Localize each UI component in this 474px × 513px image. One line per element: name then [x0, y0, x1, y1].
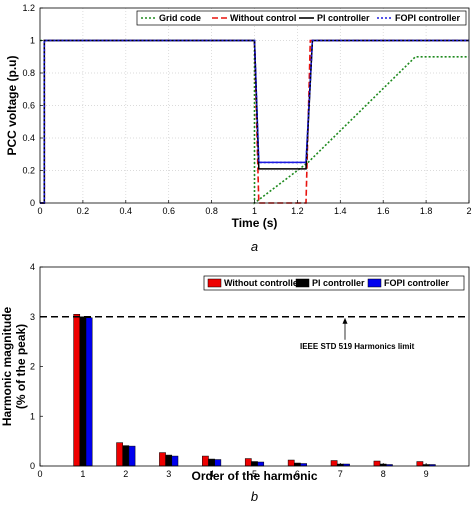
x-axis-label: Order of the harmonic [191, 469, 317, 483]
bar [214, 459, 222, 467]
y-tick-label: 0.2 [22, 166, 35, 176]
bar [79, 316, 87, 467]
harmonic-bar-chart: IEEE STD 519 Harmonics limit 0 1 2 3 4 5 6 7 8 9 0 1… [0, 262, 470, 504]
y-tick-label: 1 [30, 36, 35, 46]
y-tick-label: 1 [30, 411, 35, 421]
x-tick-label: 9 [424, 469, 429, 479]
bar [416, 461, 424, 467]
legend-label: PI controller [317, 13, 370, 23]
x-tick-label: 0 [37, 206, 42, 216]
x-tick-label: 0.2 [77, 206, 90, 216]
x-axis-label: Time (s) [232, 216, 278, 230]
x-tick-label: 2 [123, 469, 128, 479]
annotation-arrowhead [342, 317, 348, 324]
legend-swatch [207, 278, 222, 288]
pcc-voltage-chart: 0 0.2 0.4 0.6 0.8 1 1.2 1.4 1.6 1.8 2 0 0.2 0.4 0.6 0.8… [5, 3, 472, 254]
figure-caption-a: a [251, 239, 258, 254]
x-tick-label: 4 [209, 469, 214, 479]
bar [159, 452, 166, 467]
bar [330, 460, 338, 467]
x-tick-label: 1.4 [334, 206, 347, 216]
y-axis-label-units: (% of the peak) [14, 324, 28, 409]
x-tick-label: 6 [295, 469, 300, 479]
x-tick-label: 0.6 [162, 206, 175, 216]
series-line-fopi-controller [40, 39, 469, 204]
legend-label: FOPI controller [395, 13, 461, 23]
legend: Without controller PI controller FOPI cont… [203, 275, 465, 291]
legend-label: Grid code [159, 13, 201, 23]
x-tick-label: 1 [252, 206, 257, 216]
y-tick-label: 2 [30, 362, 35, 372]
x-tick-label: 1.6 [377, 206, 390, 216]
legend-swatch [295, 278, 310, 288]
y-axis-label: PCC voltage (p.u) [5, 55, 19, 155]
bar [122, 445, 130, 467]
reference-line-label: IEEE STD 519 Harmonics limit [300, 342, 415, 351]
bar [85, 317, 93, 467]
bar [171, 455, 179, 467]
x-tick-label: 1.8 [420, 206, 433, 216]
legend-box [203, 275, 465, 291]
bar [244, 458, 252, 467]
bar [287, 459, 295, 467]
bar [257, 461, 265, 467]
legend-label: Without control [230, 13, 296, 23]
y-tick-label: 4 [30, 262, 35, 272]
bar [116, 442, 123, 467]
bar [128, 445, 136, 467]
y-tick-label: 1.2 [22, 3, 35, 13]
x-tick-label: 0.4 [120, 206, 133, 216]
y-tick-label: 0 [30, 461, 35, 471]
y-axis-label: Harmonic magnitude [0, 307, 14, 427]
x-tick-label: 0.8 [205, 206, 218, 216]
y-tick-label: 0 [30, 198, 35, 208]
x-tick-label: 1.2 [291, 206, 304, 216]
x-tick-label: 5 [252, 469, 257, 479]
legend-label: Without controller [224, 278, 302, 288]
y-tick-label: 0.6 [22, 101, 35, 111]
bar [73, 314, 81, 467]
x-tick-label: 1 [80, 469, 85, 479]
legend-swatch [367, 278, 382, 288]
legend: Grid code Without control PI controller FOP… [136, 10, 467, 26]
y-tick-label: 3 [30, 312, 35, 322]
bar [373, 460, 381, 467]
figure-caption-b: b [251, 489, 258, 504]
x-tick-label: 2 [466, 206, 471, 216]
legend-label: PI controller [312, 278, 365, 288]
legend-label: FOPI controller [384, 278, 450, 288]
y-tick-label: 0.4 [22, 133, 35, 143]
plot-area [40, 267, 469, 466]
bar [202, 455, 209, 467]
x-tick-label: 3 [166, 469, 171, 479]
x-tick-label: 8 [381, 469, 386, 479]
x-tick-label: 7 [338, 469, 343, 479]
x-tick-label: 0 [37, 469, 42, 479]
y-tick-label: 0.8 [22, 68, 35, 78]
